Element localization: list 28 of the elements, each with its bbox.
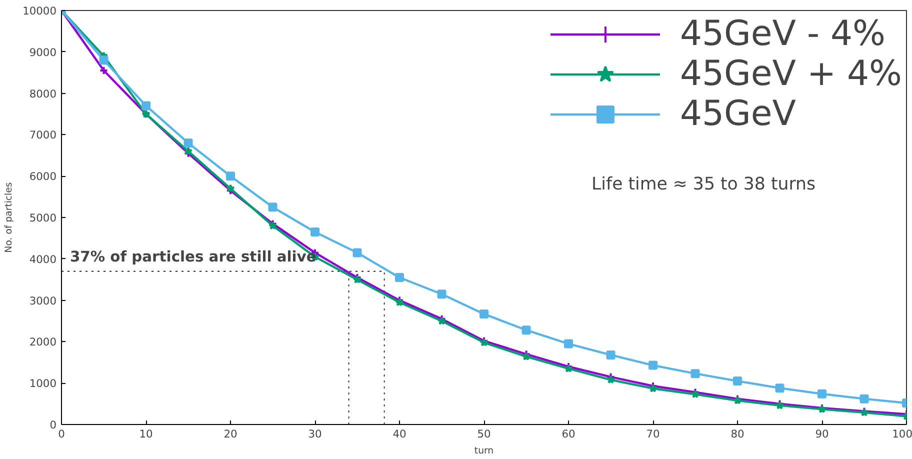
x-tick-label: 20 <box>224 428 238 440</box>
legend-label: 45GeV <box>680 94 796 134</box>
x-axis-title: turn <box>474 446 494 456</box>
y-tick-label: 2000 <box>29 336 57 349</box>
x-tick-label: 80 <box>730 428 744 440</box>
y-axis-title: No. of particles <box>4 182 15 253</box>
x-tick-label: 100 <box>892 428 912 440</box>
y-tick-label: 9000 <box>29 46 57 59</box>
x-tick-label: 40 <box>392 428 406 440</box>
y-tick-label: 1000 <box>29 377 57 390</box>
y-tick-label: 6000 <box>29 170 57 184</box>
y-tick-label: 5000 <box>29 212 57 224</box>
legend-label: 45GeV - 4% <box>680 14 886 54</box>
legend-label: 45GeV + 4% <box>680 54 902 94</box>
x-tick-label: 30 <box>308 428 322 440</box>
y-tick-label: 0 <box>50 418 57 432</box>
y-tick-label: 3000 <box>29 294 57 308</box>
y-tick-label: 7000 <box>29 128 57 142</box>
x-tick-label: 10 <box>139 428 153 440</box>
x-tick-label: 50 <box>477 428 491 440</box>
y-tick-label: 8000 <box>29 87 57 100</box>
y-tick-label: 4000 <box>29 252 57 266</box>
x-tick-label: 0 <box>58 428 66 440</box>
x-tick-label: 90 <box>815 428 829 440</box>
x-tick-label: 60 <box>562 428 576 440</box>
x-tick-label: 70 <box>646 428 660 440</box>
annotation: Life time ≈ 35 to 38 turns <box>592 174 816 194</box>
y-tick-label: 10000 <box>22 4 57 18</box>
